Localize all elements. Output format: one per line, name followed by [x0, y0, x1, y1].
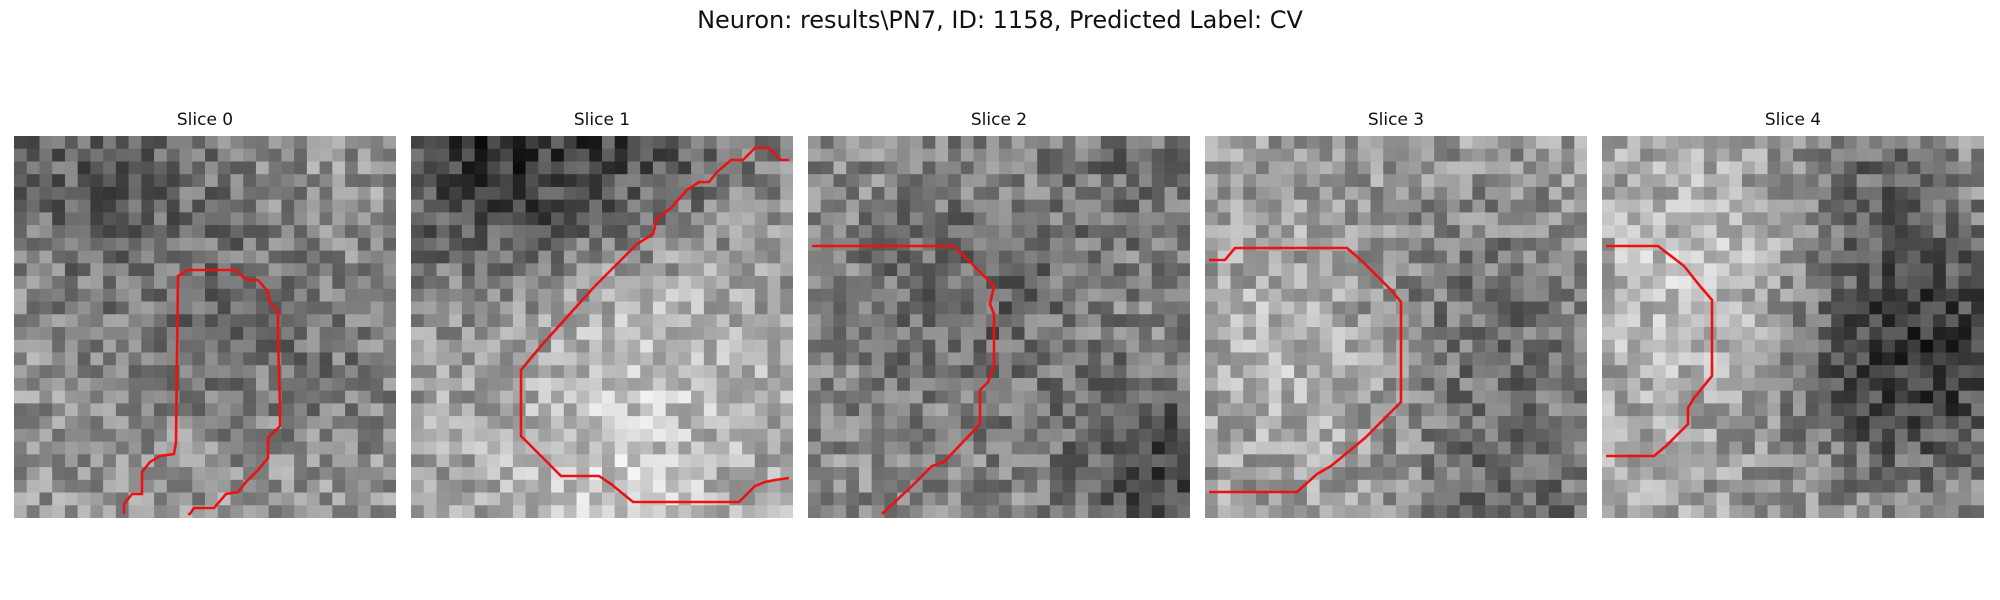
slice-image — [14, 136, 396, 518]
slice-panel-4: Slice 4 — [1602, 110, 1984, 518]
slice-panel-2: Slice 2 — [808, 110, 1190, 518]
slice-title: Slice 4 — [1764, 110, 1822, 130]
slice-title: Slice 2 — [970, 110, 1028, 130]
slice-title: Slice 1 — [573, 110, 631, 130]
slice-image — [1205, 136, 1587, 518]
slice-image — [808, 136, 1190, 518]
slice-image — [1602, 136, 1984, 518]
slice-panel-0: Slice 0 — [14, 110, 396, 518]
figure-title: Neuron: results\PN7, ID: 1158, Predicted… — [697, 6, 1303, 34]
slice-panel-3: Slice 3 — [1205, 110, 1587, 518]
slice-image — [411, 136, 793, 518]
slice-panel-1: Slice 1 — [411, 110, 793, 518]
slice-title: Slice 3 — [1367, 110, 1425, 130]
slice-title: Slice 0 — [176, 110, 234, 130]
